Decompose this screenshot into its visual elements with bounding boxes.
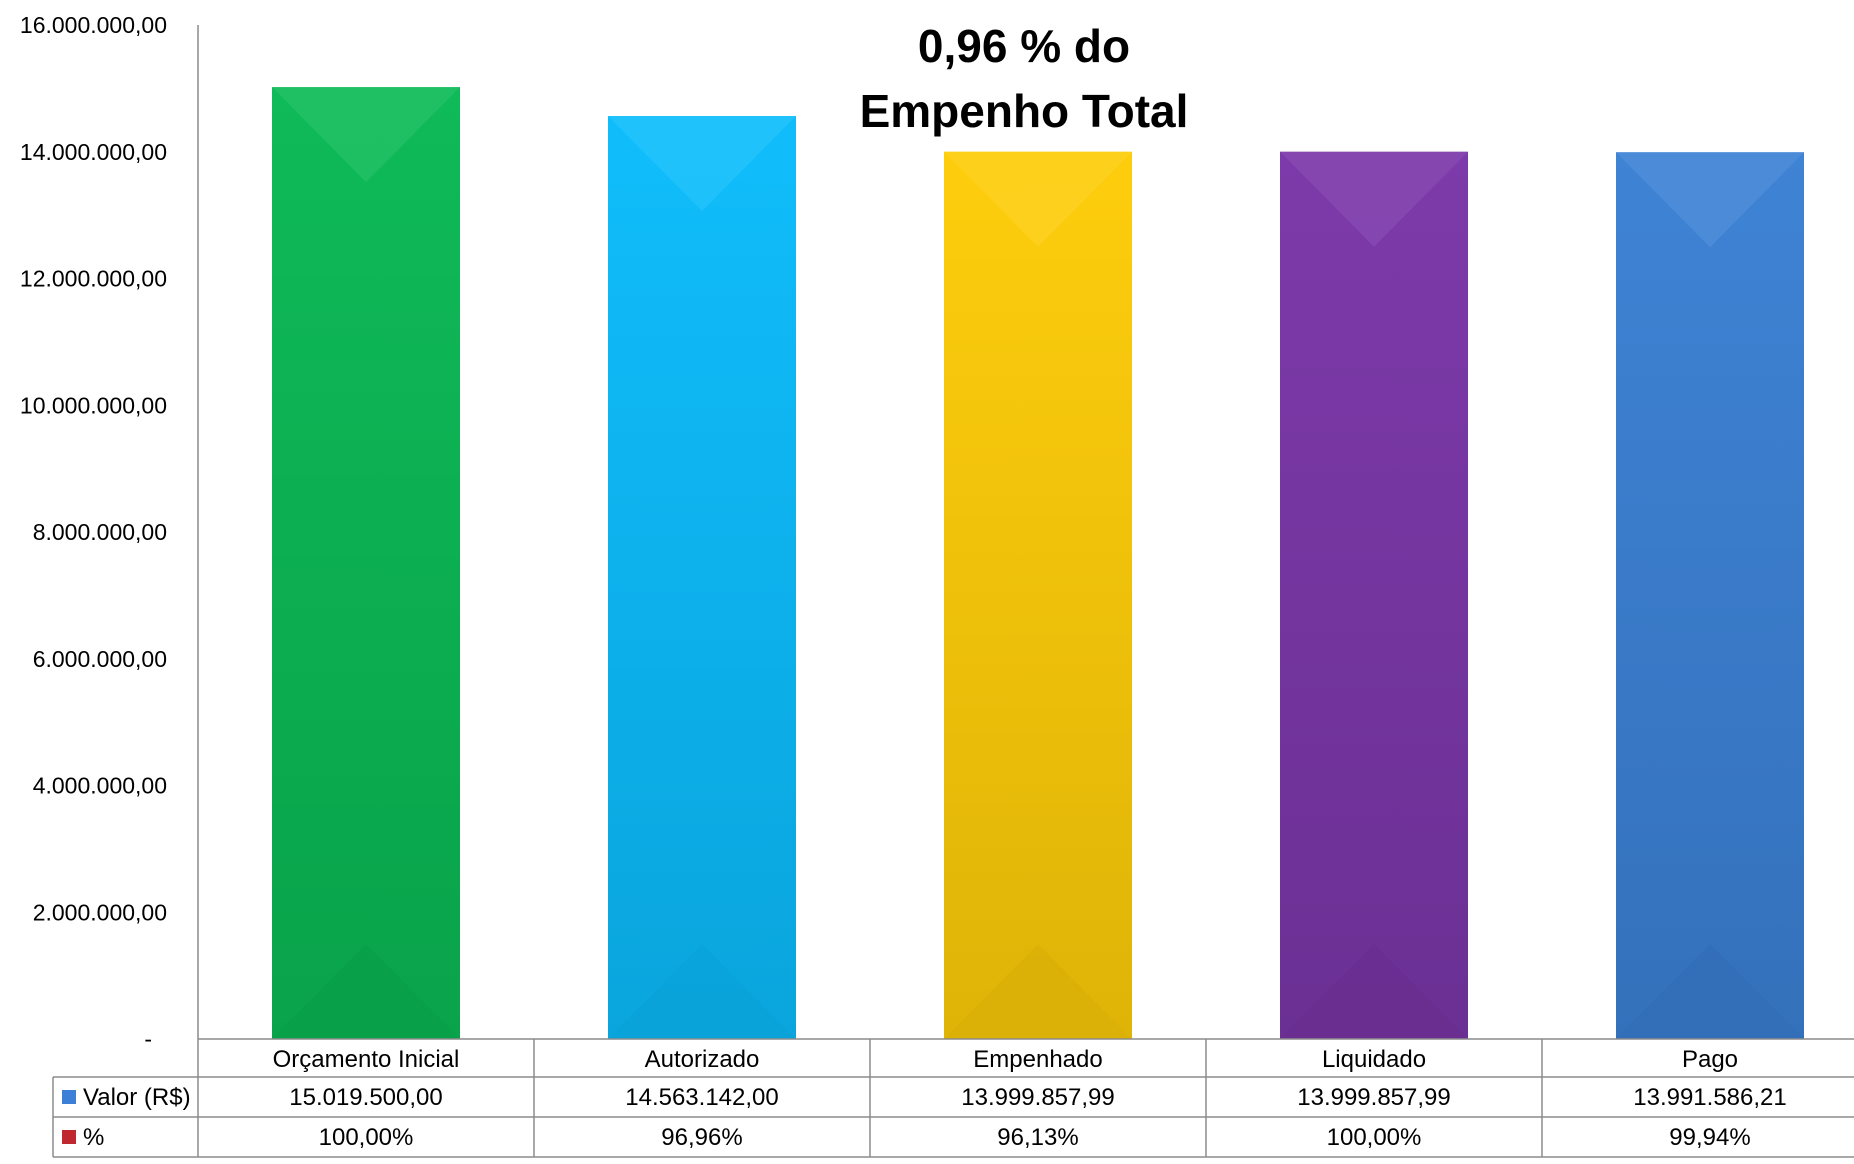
data-table: Orçamento Inicial Autorizado Empenhado Liqu…	[52, 1038, 1854, 1158]
table-cell: 13.999.857,99	[1297, 1084, 1450, 1111]
bar-2-bottom-facet	[608, 944, 796, 1039]
table-row-label: Valor (R$)	[83, 1084, 191, 1111]
table-cell: 14.563.142,00	[625, 1084, 778, 1111]
bar-4-top-facet	[1280, 151, 1468, 247]
category-label: Orçamento Inicial	[273, 1046, 460, 1073]
table-cell: 100,00%	[1327, 1124, 1422, 1151]
table-cell: 99,94%	[1669, 1124, 1750, 1151]
legend-swatch	[62, 1130, 76, 1144]
y-tick-label: 6.000.000,00	[33, 646, 167, 672]
bar-3-bottom-facet	[944, 944, 1132, 1039]
y-tick-label: 16.000.000,00	[20, 12, 167, 38]
bar-1-top-facet	[272, 87, 460, 183]
y-tick-label: 4.000.000,00	[33, 773, 167, 799]
table-cell: 15.019.500,00	[289, 1084, 442, 1111]
y-tick-label: 8.000.000,00	[33, 519, 167, 545]
y-tick-label: 10.000.000,00	[20, 392, 167, 418]
y-axis: - 2.000.000,00 4.000.000,00 6.000.000,00 8.0…	[20, 12, 199, 1052]
chart-title-line-2: Empenho Total	[860, 85, 1189, 137]
y-tick-label: 14.000.000,00	[20, 139, 167, 165]
bar-2	[608, 116, 796, 1040]
table-cell: 13.991.586,21	[1633, 1084, 1786, 1111]
bar-3-top-facet	[944, 151, 1132, 247]
table-cell: 13.999.857,99	[961, 1084, 1114, 1111]
table-cell: 96,96%	[661, 1124, 742, 1151]
table-cell: 100,00%	[319, 1124, 414, 1151]
bar-4-bottom-facet	[1280, 944, 1468, 1039]
chart-title: 0,96 % do Empenho Total	[860, 20, 1189, 137]
bar-5-top-facet	[1616, 152, 1804, 248]
category-label: Liquidado	[1322, 1046, 1426, 1073]
category-label: Pago	[1682, 1046, 1738, 1073]
bar-5-bottom-facet	[1616, 944, 1804, 1039]
bar-4	[1280, 151, 1468, 1039]
y-tick-label: -	[144, 1026, 152, 1052]
chart-title-line-1: 0,96 % do	[918, 20, 1130, 72]
table-row-label: %	[83, 1124, 104, 1151]
y-tick-label: 2.000.000,00	[33, 899, 167, 925]
table-cell: 96,13%	[997, 1124, 1078, 1151]
category-label: Autorizado	[645, 1046, 760, 1073]
legend-swatch	[62, 1090, 76, 1104]
y-tick-label: 12.000.000,00	[20, 266, 167, 292]
bar-2-top-facet	[608, 116, 796, 212]
bar-1	[272, 87, 460, 1040]
category-label: Empenhado	[973, 1046, 1102, 1073]
bars-group	[272, 87, 1804, 1040]
bar-1-bottom-facet	[272, 944, 460, 1039]
bar-3	[944, 151, 1132, 1039]
bar-5	[1616, 152, 1804, 1040]
